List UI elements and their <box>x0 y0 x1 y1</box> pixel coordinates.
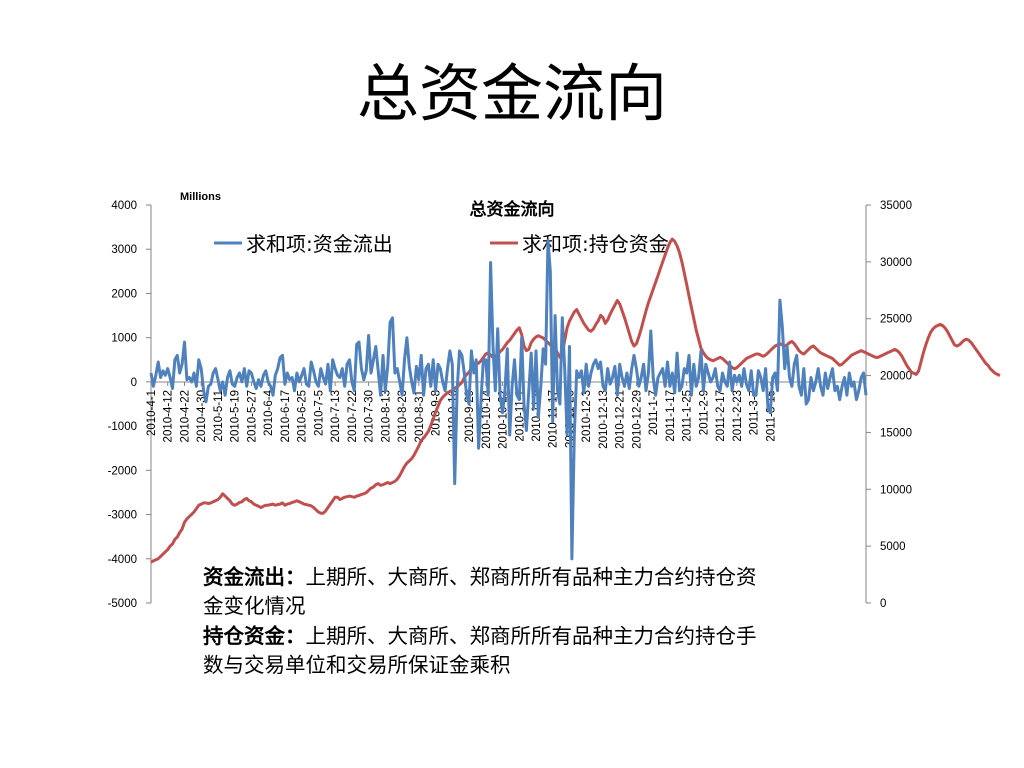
x-tick-label: 2011-1-17 <box>665 390 677 442</box>
x-tick-label: 2010-12-29 <box>631 390 643 449</box>
slide-title: 总资金流向 <box>356 57 667 130</box>
x-tick-label: 2010-4-1 <box>146 390 158 436</box>
legend-label-outflow: 求和项:资金流出 <box>246 232 393 256</box>
right-tick-label: 0 <box>880 598 886 610</box>
x-tick-label: 2010-12-13 <box>598 390 610 449</box>
x-tick-label: 2010-7-22 <box>347 390 359 442</box>
note-holding: 持仓资金：上期所、大商所、郑商所所有品种主力合约持仓手数与交易单位和交易所保证金… <box>203 622 763 680</box>
note-outflow-text: 上期所、大商所、郑商所所有品种主力合约持仓资金变化情况 <box>203 565 757 618</box>
right-tick-label: 35000 <box>880 200 912 212</box>
x-tick-label: 2010-5-27 <box>246 390 258 442</box>
left-tick-label: -5000 <box>108 598 137 610</box>
series-line-outflow <box>149 238 868 561</box>
left-tick-label: -1000 <box>108 421 137 433</box>
x-tick-label: 2010-6-25 <box>297 390 309 442</box>
left-tick-label: -2000 <box>108 465 137 477</box>
x-tick-label: 2010-10-14 <box>481 389 493 448</box>
x-tick-label: 2010-4-30 <box>196 390 208 442</box>
left-tick-label: 4000 <box>111 200 137 212</box>
x-tick-label: 2010-7-13 <box>330 390 342 442</box>
x-tick-label: 2010-7-5 <box>313 390 325 436</box>
left-tick-label: -3000 <box>108 510 137 522</box>
x-tick-label: 2010-8-13 <box>380 390 392 442</box>
x-tick-label: 2010-6-4 <box>263 389 275 436</box>
x-tick-label: 2010-8-23 <box>397 390 409 442</box>
x-tick-label: 2010-8-31 <box>414 390 426 442</box>
series-line-holding <box>150 237 1001 564</box>
right-tick-label: 15000 <box>880 427 912 439</box>
chart-title: 总资金流向 <box>470 199 555 220</box>
x-tick-label: 2011-2-23 <box>732 390 744 442</box>
left-tick-label: 3000 <box>111 244 137 256</box>
left-tick-label: -4000 <box>108 554 137 566</box>
x-tick-label: 2010-5-19 <box>230 390 242 442</box>
x-tick-label: 2010-12-21 <box>615 390 627 449</box>
x-tick-label: 2011-1-7 <box>648 390 660 435</box>
x-tick-label: 2010-9-29 <box>464 390 476 442</box>
x-tick-label: 2011-2-17 <box>715 390 727 442</box>
right-tick-label: 25000 <box>880 314 912 326</box>
x-tick-label: 2010-4-12 <box>163 390 175 442</box>
left-tick-label: 2000 <box>111 288 137 300</box>
left-tick-label: 1000 <box>111 333 137 345</box>
note-outflow-term: 资金流出： <box>203 565 306 589</box>
legend: 求和项:资金流出 求和项:持仓资金 <box>214 232 669 256</box>
note-holding-text: 上期所、大商所、郑商所所有品种主力合约持仓手数与交易单位和交易所保证金乘积 <box>203 624 757 677</box>
right-tick-label: 30000 <box>880 257 912 269</box>
x-tick-label: 2011-2-9 <box>698 390 710 435</box>
x-tick-label: 2011-1-25 <box>682 390 694 442</box>
x-tick-label: 2010-7-30 <box>364 390 376 442</box>
x-tick-label: 2011-3-7 <box>749 390 761 435</box>
x-tick-label: 2010-12-3 <box>581 390 593 442</box>
unit-label: Millions <box>180 191 221 203</box>
right-tick-label: 20000 <box>880 371 912 383</box>
right-tick-label: 10000 <box>880 484 912 496</box>
note-holding-term: 持仓资金： <box>203 624 306 648</box>
right-tick-label: 5000 <box>880 541 906 553</box>
legend-label-holding: 求和项:持仓资金 <box>522 232 669 256</box>
x-tick-label: 2010-5-11 <box>213 390 225 442</box>
note-outflow: 资金流出：上期所、大商所、郑商所所有品种主力合约持仓资金变化情况 <box>203 563 763 621</box>
x-tick-label: 2010-6-17 <box>280 390 292 442</box>
series-layer <box>149 237 1001 564</box>
x-tick-label: 2010-4-22 <box>179 390 191 442</box>
left-tick-label: 0 <box>131 377 137 389</box>
